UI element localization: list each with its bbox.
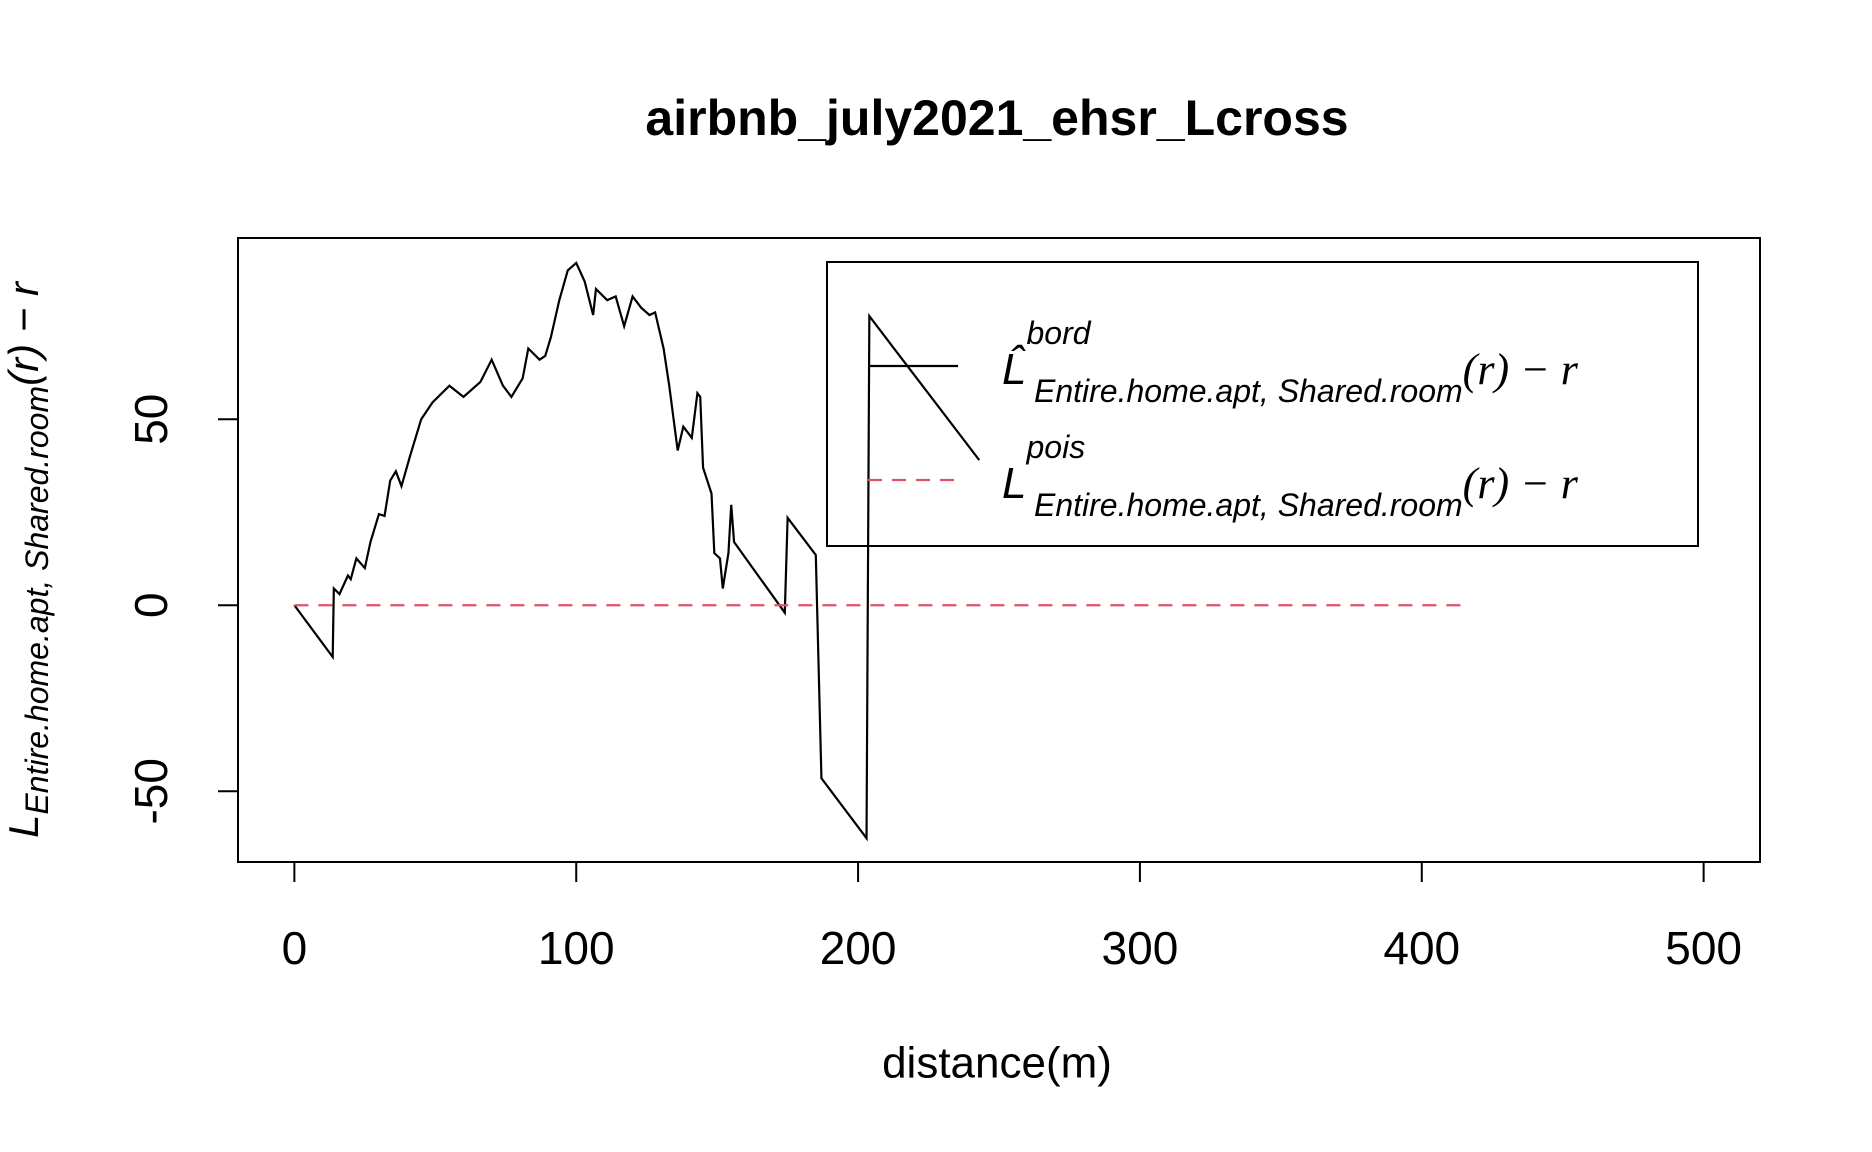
- chart-title: airbnb_july2021_ehsr_Lcross: [645, 90, 1348, 146]
- legend-main: L: [1002, 459, 1026, 508]
- legend-label: Lpois Entire.home.apt, Shared.room(r) − r: [1002, 429, 1579, 523]
- x-tick-label: 300: [1102, 922, 1179, 974]
- y-label-sub: Entire.home.apt, Shared.room: [19, 386, 55, 815]
- legend-tail: (r) − r: [1463, 459, 1579, 508]
- y-label-tail: (r) − r: [0, 280, 47, 386]
- data-line: [293, 261, 981, 842]
- legend-main: L̂: [1002, 344, 1026, 394]
- x-axis-label: distance(m): [882, 1039, 1112, 1088]
- x-tick-label: 200: [820, 922, 897, 974]
- legend-sub: Entire.home.apt, Shared.room: [1034, 487, 1463, 523]
- plot-frame: [237, 237, 1761, 863]
- legend-sup: bord: [1026, 315, 1091, 351]
- x-tick-label: 400: [1383, 922, 1460, 974]
- x-tick-label: 0: [282, 922, 308, 974]
- y-tick-label: -50: [125, 758, 177, 824]
- legend-sub: Entire.home.apt, Shared.room: [1034, 373, 1463, 409]
- y-axis-label-text: LEntire.home.apt, Shared.room(r) − r: [0, 280, 55, 838]
- y-tick-label: 0: [125, 592, 177, 618]
- y-tick-label: 50: [125, 394, 177, 445]
- legend-frame: [826, 261, 1699, 547]
- x-tick-label: 100: [538, 922, 615, 974]
- y-label-main: L: [0, 815, 47, 838]
- legend-label: L̂bord Entire.home.apt, Shared.room(r) − …: [1002, 315, 1579, 409]
- x-tick-label: 500: [1665, 922, 1742, 974]
- y-axis-label: LEntire.home.apt, Shared.room(r) − r: [0, 280, 55, 838]
- legend-sup: pois: [1025, 429, 1085, 465]
- legend-tail: (r) − r: [1463, 345, 1579, 394]
